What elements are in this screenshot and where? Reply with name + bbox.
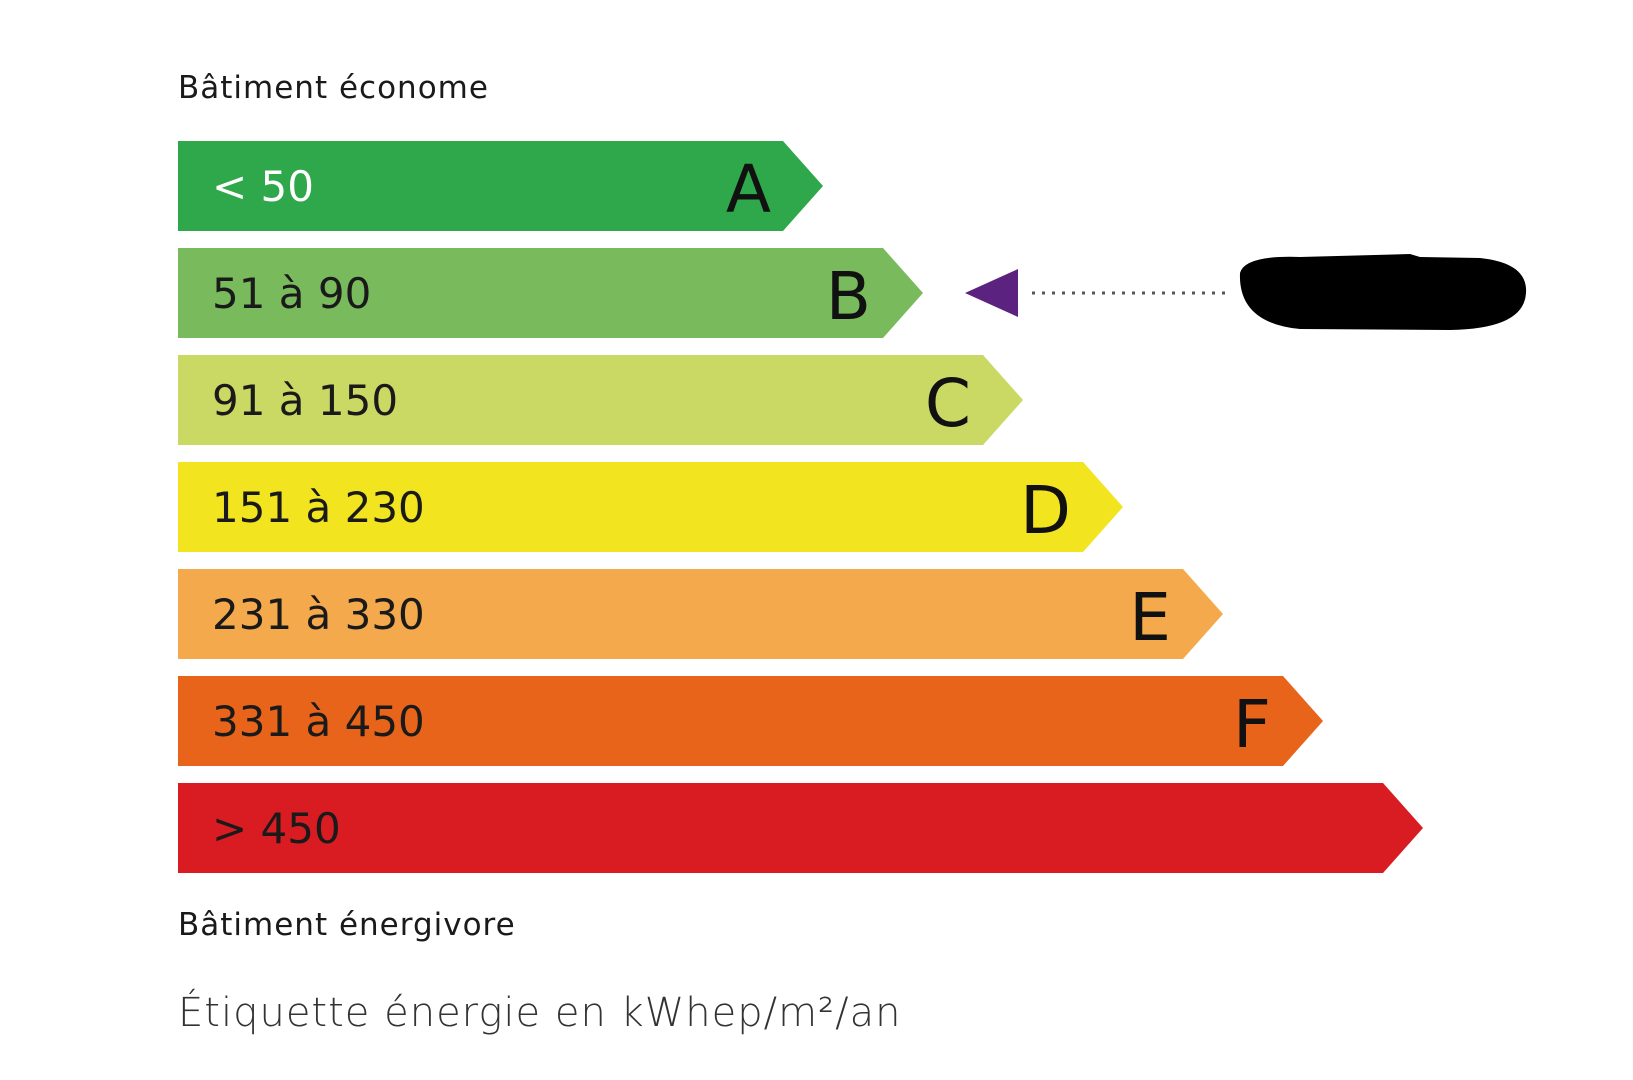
top-label: Bâtiment économe xyxy=(178,70,489,106)
class-letter-e: E xyxy=(1129,579,1171,656)
unit-caption: Étiquette énergie en kWhep/m²/an xyxy=(178,990,902,1036)
class-letter-f: F xyxy=(1233,686,1271,763)
class-letter-c: C xyxy=(925,365,971,442)
bar-a xyxy=(178,141,823,231)
bar-f xyxy=(178,676,1323,766)
bottom-label: Bâtiment énergivore xyxy=(178,907,516,943)
bar-g xyxy=(178,783,1423,873)
range-label-a: < 50 xyxy=(212,162,314,211)
class-letter-d: D xyxy=(1020,472,1071,549)
bar-c xyxy=(178,355,1023,445)
rating-arrow-icon xyxy=(965,269,1018,317)
class-letter-a: A xyxy=(726,151,771,228)
range-label-d: 151 à 230 xyxy=(212,483,425,532)
bar-d xyxy=(178,462,1123,552)
range-label-g: > 450 xyxy=(212,804,341,853)
redacted-value-mark xyxy=(1239,254,1527,330)
range-label-e: 231 à 330 xyxy=(212,590,425,639)
range-label-c: 91 à 150 xyxy=(212,376,398,425)
range-label-b: 51 à 90 xyxy=(212,269,371,318)
bar-b xyxy=(178,248,923,338)
range-label-f: 331 à 450 xyxy=(212,697,425,746)
class-letter-b: B xyxy=(826,258,871,335)
bar-e xyxy=(178,569,1223,659)
